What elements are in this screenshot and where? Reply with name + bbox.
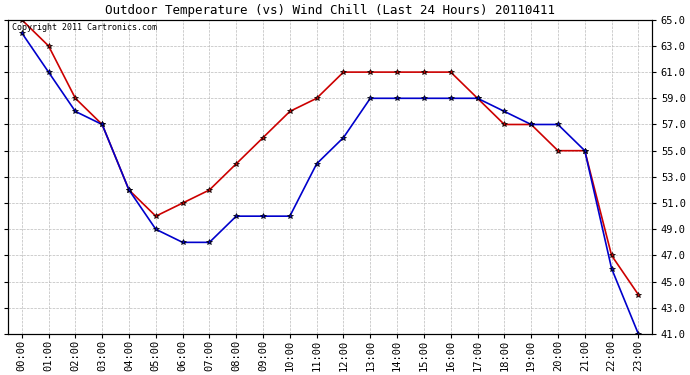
Title: Outdoor Temperature (vs) Wind Chill (Last 24 Hours) 20110411: Outdoor Temperature (vs) Wind Chill (Las… bbox=[105, 4, 555, 17]
Text: Copyright 2011 Cartronics.com: Copyright 2011 Cartronics.com bbox=[12, 23, 157, 32]
